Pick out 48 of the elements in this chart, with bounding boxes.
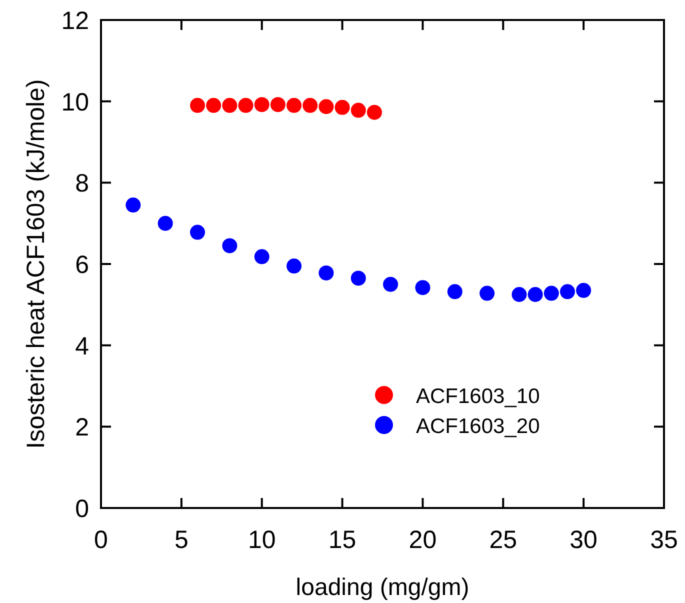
- point: [126, 198, 141, 213]
- point: [480, 286, 495, 301]
- x-tick-label: 15: [328, 526, 356, 554]
- point: [238, 98, 254, 113]
- y-tick-label: 0: [75, 495, 89, 523]
- x-tick-label: 10: [248, 526, 276, 554]
- point: [318, 265, 334, 280]
- x-tick-label: 30: [570, 526, 598, 554]
- point: [318, 99, 334, 114]
- point: [350, 270, 366, 286]
- point: [447, 284, 462, 300]
- point: [302, 98, 318, 113]
- legend-label: ACF1603_10: [416, 385, 540, 408]
- point: [222, 238, 238, 254]
- y-axis-title: Isosteric heat ACF1603 (kJ/mole): [22, 79, 50, 449]
- point: [576, 282, 592, 298]
- x-tick-label: 0: [94, 526, 108, 554]
- point: [254, 97, 270, 112]
- y-tick-label: 8: [75, 170, 89, 198]
- point: [350, 102, 366, 118]
- point: [222, 98, 238, 113]
- point: [286, 258, 302, 274]
- point: [528, 287, 543, 302]
- x-tick-label: 25: [489, 526, 518, 554]
- point: [206, 98, 222, 113]
- point: [415, 280, 430, 296]
- point: [366, 104, 382, 120]
- point: [544, 286, 559, 301]
- legend-label: ACF1603_20: [416, 415, 540, 438]
- x-tick-label: 5: [174, 526, 188, 554]
- point: [190, 98, 206, 113]
- y-tick-label: 4: [75, 332, 90, 360]
- y-tick-label: 12: [61, 7, 89, 35]
- x-axis-title: loading (mg/gm): [296, 574, 470, 601]
- point: [270, 97, 286, 112]
- y-tick-label: 6: [75, 251, 89, 279]
- y-tick-label: 10: [61, 88, 89, 116]
- point: [286, 98, 302, 113]
- point: [560, 284, 575, 300]
- point: [334, 100, 350, 115]
- x-tick-label: 35: [650, 526, 678, 554]
- x-tick-label: 20: [408, 526, 437, 554]
- point: [254, 249, 270, 264]
- point: [383, 276, 398, 292]
- point: [190, 224, 206, 240]
- point: [158, 216, 173, 231]
- point: [512, 287, 527, 302]
- y-tick-label: 2: [75, 414, 89, 442]
